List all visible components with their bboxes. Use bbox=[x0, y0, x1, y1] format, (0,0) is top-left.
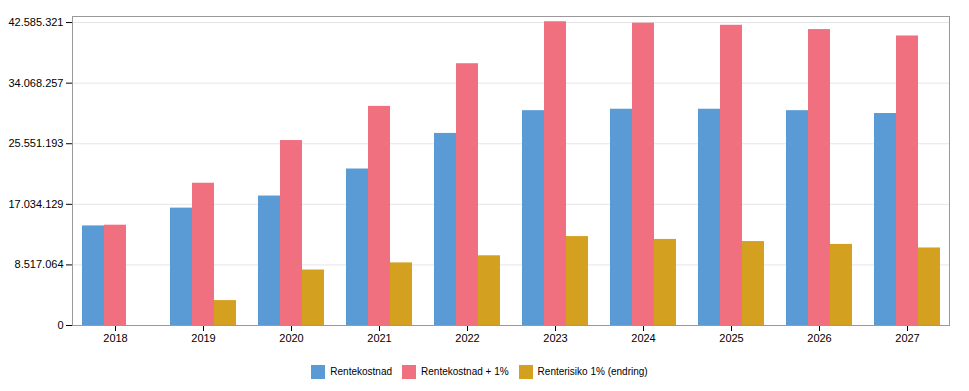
svg-text:2025: 2025 bbox=[719, 332, 743, 344]
svg-text:2019: 2019 bbox=[191, 332, 215, 344]
svg-text:2024: 2024 bbox=[631, 332, 655, 344]
svg-text:2022: 2022 bbox=[455, 332, 479, 344]
html-text:Renterisiko 1% (endring): Renterisiko 1% (endring) bbox=[537, 366, 648, 377]
svg-text:34.068.257: 34.068.257 bbox=[8, 77, 63, 89]
svg-text:42.585.321: 42.585.321 bbox=[8, 16, 63, 28]
svg-text:2027: 2027 bbox=[895, 332, 919, 344]
svg-text:25.551.193: 25.551.193 bbox=[8, 137, 63, 149]
svg-text:2018: 2018 bbox=[103, 332, 127, 344]
html-text:Rentekostnad + 1%: Rentekostnad + 1% bbox=[421, 366, 509, 377]
svg-text:2021: 2021 bbox=[367, 332, 391, 344]
svg-text:2020: 2020 bbox=[279, 332, 303, 344]
svg-text:17.034.129: 17.034.129 bbox=[8, 198, 63, 210]
svg-text:2023: 2023 bbox=[543, 332, 567, 344]
svg-text:2026: 2026 bbox=[807, 332, 831, 344]
html-text:Rentekostnad: Rentekostnad bbox=[330, 366, 392, 377]
svg-text:8.517.064: 8.517.064 bbox=[15, 258, 64, 270]
svg-text:0: 0 bbox=[57, 319, 63, 331]
